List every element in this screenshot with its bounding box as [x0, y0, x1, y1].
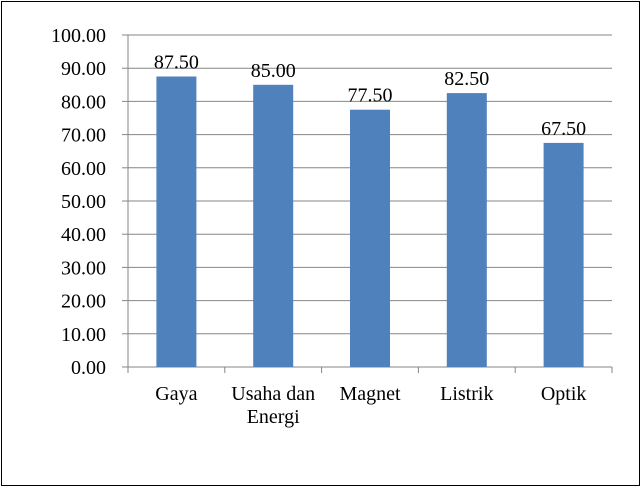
data-label: 82.50	[444, 68, 489, 90]
y-tick-label: 40.00	[61, 224, 106, 246]
bar	[156, 76, 197, 367]
y-tick-label: 50.00	[61, 191, 106, 213]
bar	[350, 109, 390, 367]
y-tick-label: 0.00	[71, 357, 106, 379]
y-tick-label: 10.00	[61, 324, 106, 346]
data-label: 87.50	[154, 52, 199, 74]
x-tick-label: Magnet	[339, 383, 401, 405]
x-tick-label: Gaya	[155, 383, 198, 405]
y-tick-label: 90.00	[61, 58, 106, 80]
y-tick-label: 30.00	[61, 257, 106, 279]
y-tick-label: 60.00	[61, 158, 106, 180]
bar	[446, 93, 487, 367]
bar	[543, 142, 584, 367]
x-tick-label: Usaha dan Energi	[231, 383, 316, 428]
x-tick-label: Listrik	[440, 383, 494, 405]
y-tick-label: 80.00	[61, 91, 106, 113]
y-tick-label: 70.00	[61, 125, 106, 147]
y-tick-label: 20.00	[61, 291, 106, 313]
data-label: 77.50	[348, 85, 393, 107]
y-tick-label: 100.00	[51, 25, 106, 47]
bar	[253, 84, 294, 368]
x-tick-label: Optik	[540, 383, 587, 405]
data-label: 67.50	[541, 118, 586, 140]
data-label: 85.00	[251, 60, 296, 82]
